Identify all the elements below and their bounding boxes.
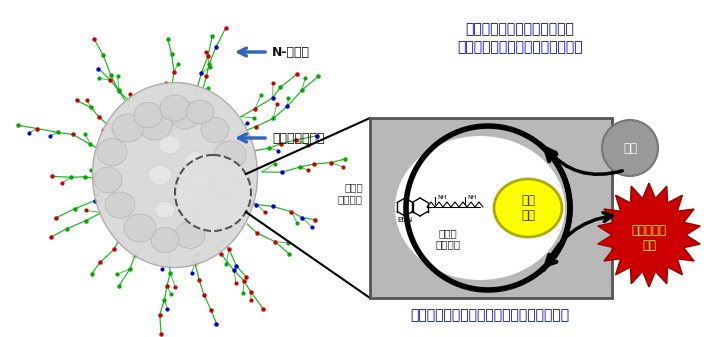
Bar [370, 118, 612, 298]
Ellipse shape [214, 141, 246, 169]
Text: NH: NH [467, 195, 476, 200]
Text: 遷移金属触媒が生体内環境で安定化される: 遷移金属触媒が生体内環境で安定化される [410, 308, 569, 322]
Text: 抗がん活性
物質: 抗がん活性 物質 [631, 224, 667, 252]
Ellipse shape [112, 114, 144, 142]
Circle shape [602, 120, 658, 176]
Text: 血清アルブミン: 血清アルブミン [272, 131, 324, 145]
Text: 原料: 原料 [623, 142, 637, 154]
Ellipse shape [97, 139, 127, 165]
Ellipse shape [151, 227, 179, 252]
Ellipse shape [155, 202, 175, 218]
Text: 疏水性
リガンド: 疏水性 リガンド [435, 228, 461, 250]
Text: 特定の臓器やがんに選択的に移行: 特定の臓器やがんに選択的に移行 [457, 40, 583, 54]
Ellipse shape [175, 221, 205, 248]
Ellipse shape [124, 214, 156, 242]
Ellipse shape [174, 186, 196, 204]
Text: NH: NH [437, 195, 447, 200]
Ellipse shape [105, 192, 135, 218]
Ellipse shape [148, 165, 172, 185]
Ellipse shape [494, 179, 562, 237]
Polygon shape [598, 183, 700, 287]
Ellipse shape [395, 136, 565, 280]
Text: 「糖鎖パターン認識」により: 「糖鎖パターン認識」により [466, 22, 574, 36]
Ellipse shape [201, 118, 229, 143]
Text: Et₂N: Et₂N [397, 217, 413, 223]
Ellipse shape [186, 100, 214, 124]
Ellipse shape [185, 152, 205, 168]
Ellipse shape [194, 201, 226, 229]
Text: N-型糖鎖: N-型糖鎖 [272, 45, 310, 59]
Ellipse shape [94, 167, 122, 193]
Ellipse shape [191, 170, 209, 186]
Ellipse shape [138, 110, 173, 140]
Ellipse shape [160, 95, 190, 121]
Ellipse shape [210, 172, 240, 198]
Ellipse shape [170, 101, 200, 129]
Ellipse shape [134, 102, 162, 127]
Ellipse shape [92, 83, 258, 268]
Ellipse shape [159, 136, 181, 154]
Circle shape [175, 155, 251, 231]
Text: 金属
触媒: 金属 触媒 [521, 194, 535, 222]
Text: 疏水性
ポケット: 疏水性 ポケット [338, 182, 363, 204]
